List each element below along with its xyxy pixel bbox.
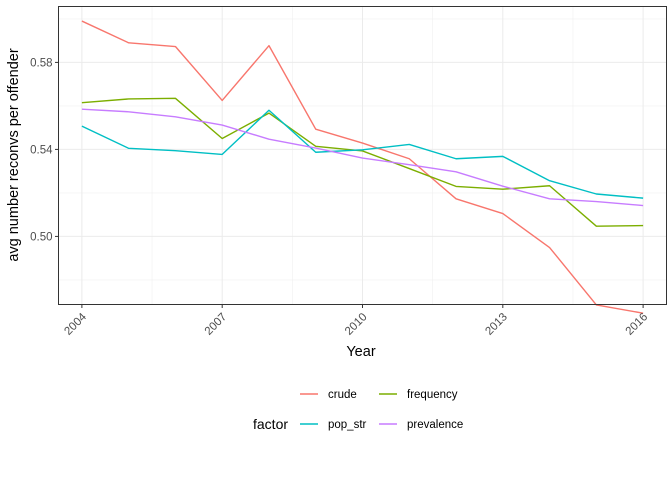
x-tick-label: 2007 xyxy=(203,311,230,338)
legend-title: factor xyxy=(253,416,288,432)
series-lines xyxy=(81,20,644,314)
y-tick-label: 0.54 xyxy=(30,144,53,156)
series-line-crude xyxy=(81,20,644,314)
series-line-pop-str xyxy=(81,109,644,199)
y-tick-label: 0.58 xyxy=(30,57,52,69)
legend-label-pop-str: pop_str xyxy=(328,419,367,431)
legend-label-frequency: frequency xyxy=(407,389,458,401)
legend-label-prevalence: prevalence xyxy=(407,419,463,431)
legend-label-crude: crude xyxy=(328,389,357,401)
y-axis-ticks: 0.50 0.54 0.58 xyxy=(30,57,59,243)
x-tick-label: 2004 xyxy=(62,311,89,338)
y-axis-title: avg number reconvs per offender xyxy=(6,48,22,262)
series-line-frequency xyxy=(81,97,644,227)
x-tick-label: 2016 xyxy=(624,311,651,338)
x-axis-title: Year xyxy=(346,344,375,360)
y-tick-label: 0.50 xyxy=(30,231,52,243)
x-axis-ticks: 2004 2007 2010 2013 2016 xyxy=(62,304,651,338)
x-tick-label: 2010 xyxy=(343,311,370,338)
series-line-prevalence xyxy=(81,108,644,207)
legend: factor crude frequency pop_str prevalenc… xyxy=(253,389,463,432)
x-tick-label: 2013 xyxy=(483,311,510,338)
